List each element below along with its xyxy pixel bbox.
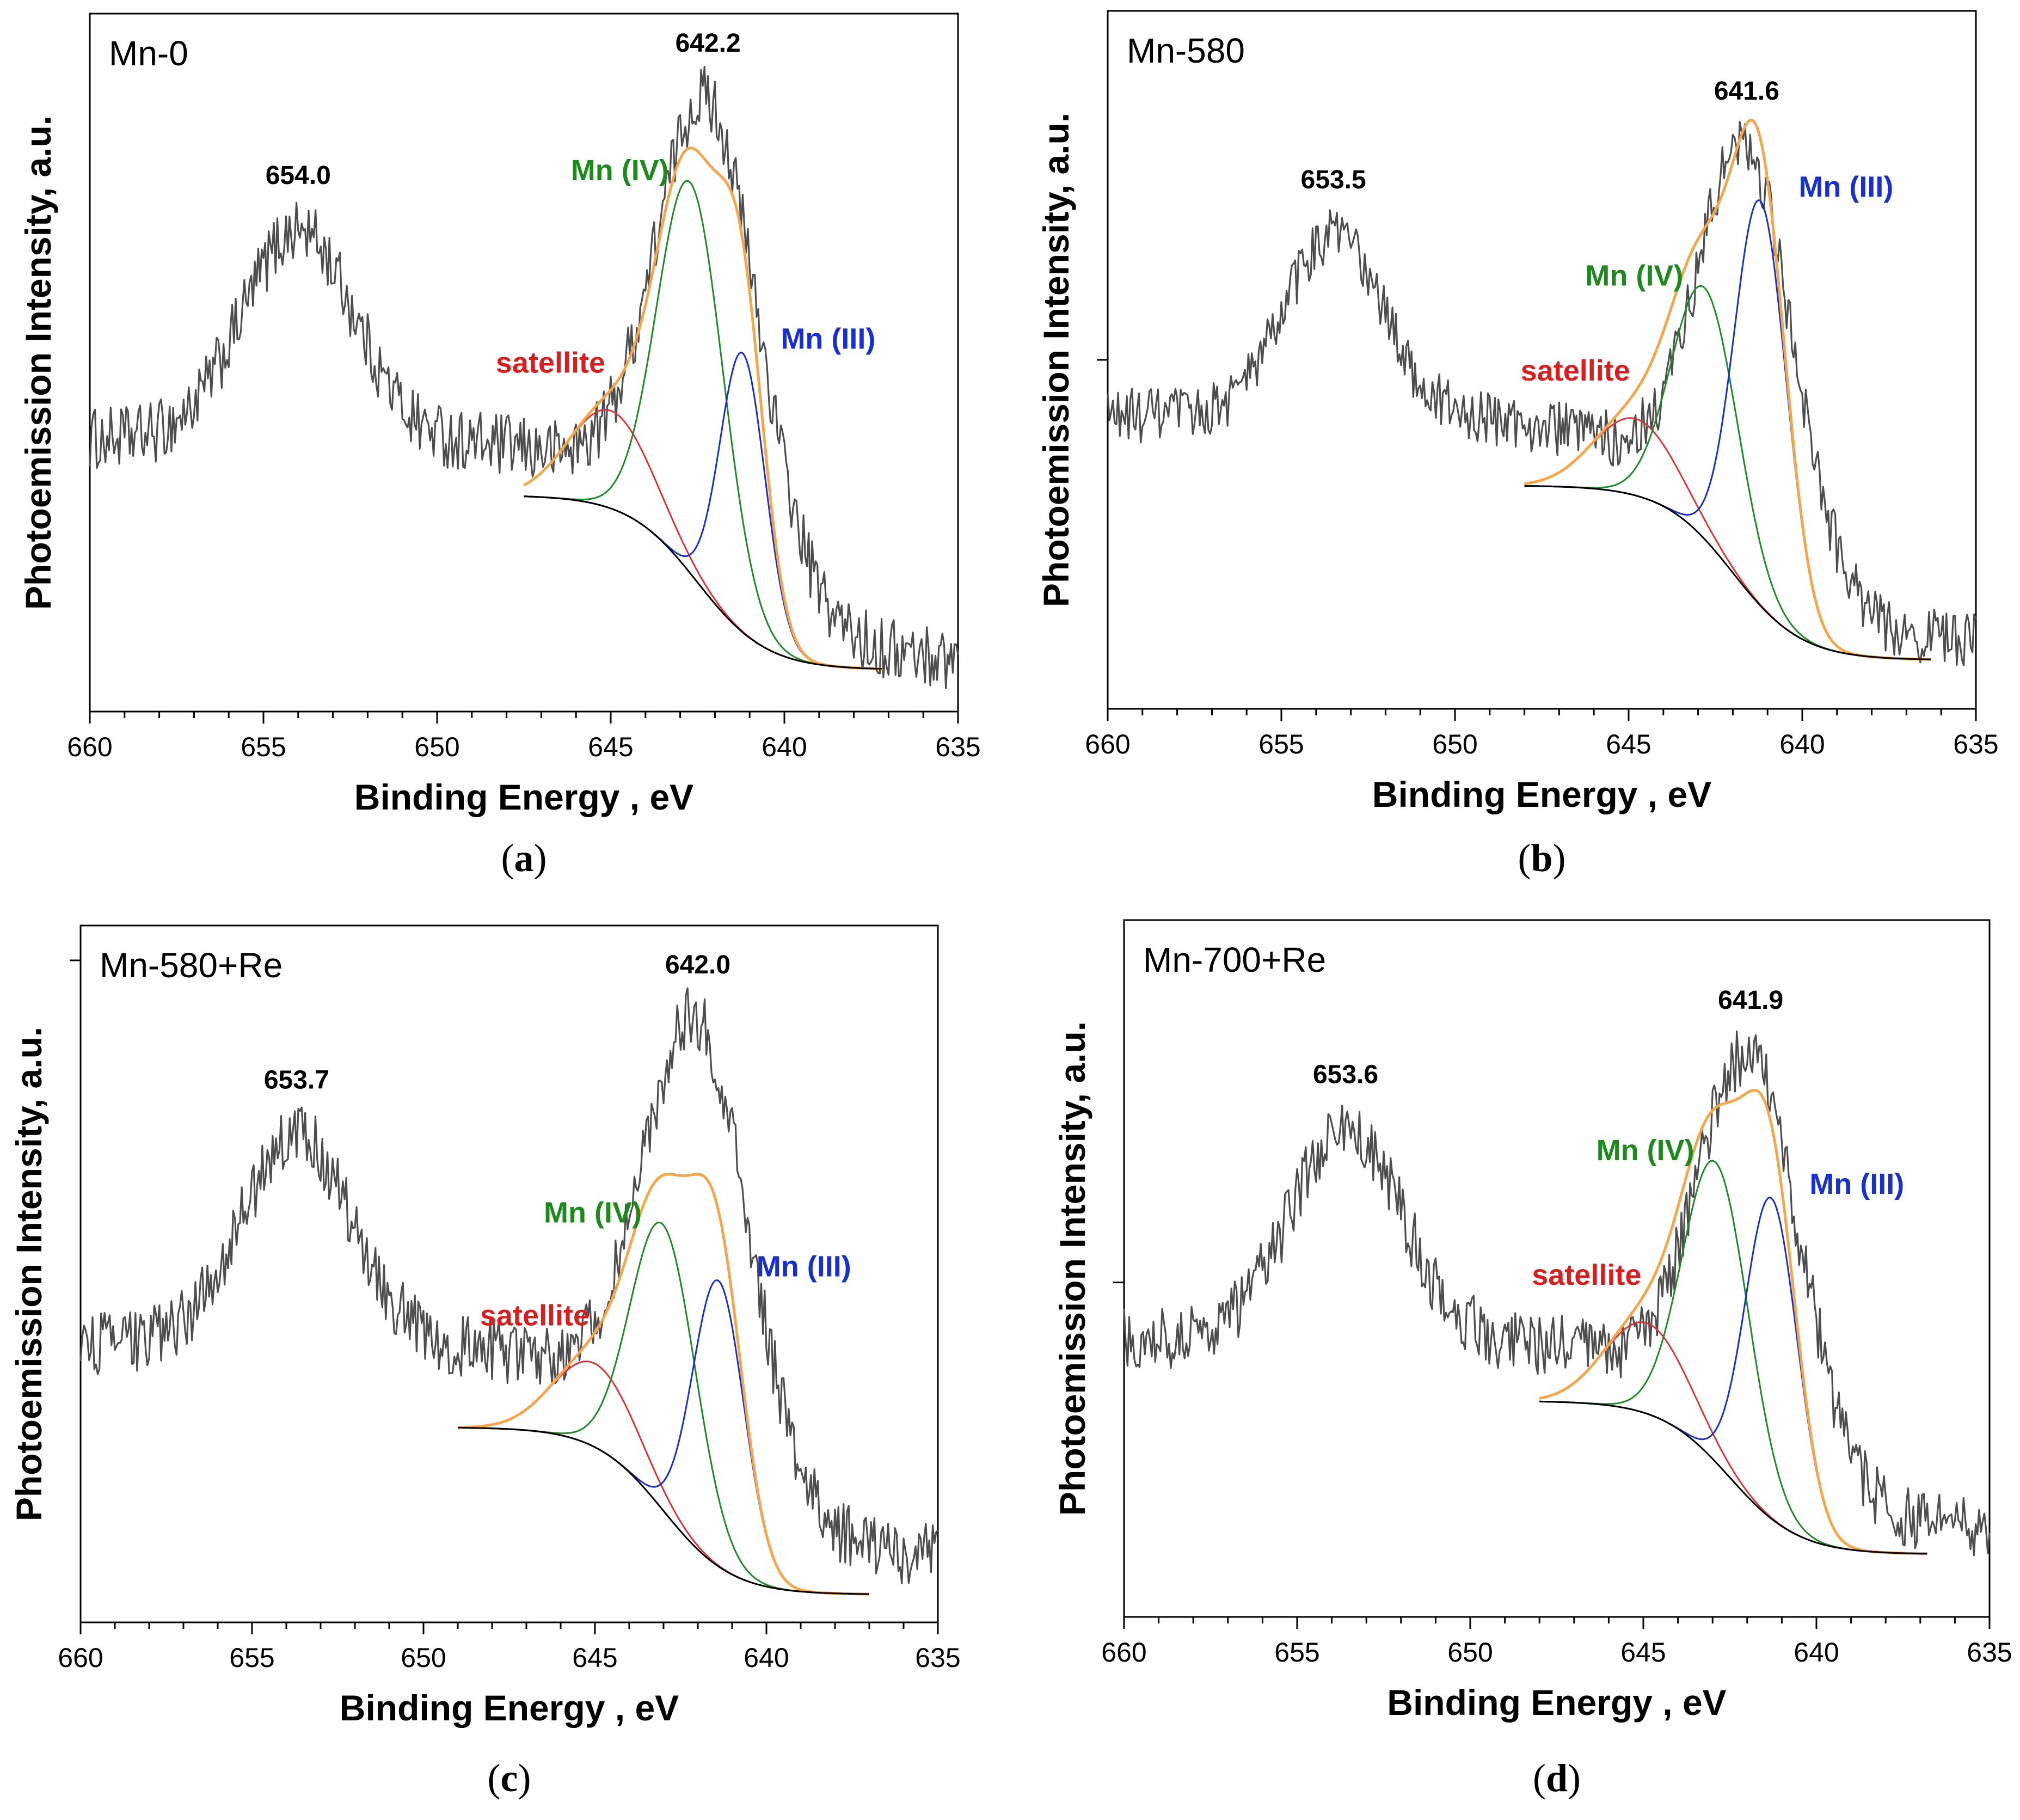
x-tick-label: 640 [1779,729,1825,759]
x-tick-label: 650 [1432,729,1477,759]
mn4-component-label: Mn (IV) [1585,260,1683,292]
background-curve [1539,1400,1927,1555]
mn3-component-label: Mn (III) [781,323,875,356]
fit-envelope-curve [457,1173,869,1596]
panel-caption: (d) [1533,1756,1581,1800]
panel-a: 660 655 650 645 640 635 Binding Energy , eV Pho… [18,13,981,880]
plot-frame [79,924,939,1623]
satellite-component-curve [1524,417,1931,660]
background-curve [1524,485,1931,660]
x-tick-label: 645 [588,732,633,762]
raw-spectrum-line [89,66,959,689]
satellite-component-curve [457,1361,869,1595]
satellite-component-label: satellite [1521,354,1630,387]
mn4-component-label: Mn (IV) [571,154,669,187]
x-tick-label: 655 [229,1643,274,1673]
sample-label: Mn-0 [109,34,188,73]
peak-position-label: 642.2 [676,29,741,58]
x-tick-label: 655 [241,732,286,762]
peak-position-label: 642.0 [665,951,730,979]
raw-spectrum-line [1107,121,1977,666]
panel-b: 660 655 650 645 640 635 Binding Energy , eV Pho… [1036,10,1999,880]
plot-frame [89,13,959,713]
x-tick-label: 655 [1274,1637,1319,1668]
peak-position-label: 653.6 [1313,1061,1378,1089]
x-axis-title: Binding Energy , eV [1387,1682,1726,1723]
x-tick-label: 635 [1967,1637,2012,1668]
x-tick-label: 640 [762,732,807,762]
peak-position-label: 641.9 [1718,986,1783,1015]
background-curve [458,1426,869,1595]
satellite-component-label: satellite [496,346,605,379]
x-tick-label: 660 [58,1643,103,1673]
mn3-component-label: Mn (III) [1809,1168,1904,1200]
x-tick-label: 650 [401,1643,446,1673]
x-axis-title: Binding Energy , eV [1372,774,1711,814]
x-tick-label: 660 [1085,729,1130,759]
satellite-component-label: satellite [1532,1259,1641,1291]
panel-caption: (b) [1518,836,1565,880]
x-axis-title: Binding Energy , eV [354,777,693,817]
x-tick-label: 645 [572,1643,617,1673]
x-tick-label: 635 [915,1643,960,1673]
x-tick-label: 655 [1258,729,1304,759]
mn4-component-curve [524,180,882,670]
x-tick-label: 635 [1953,729,1998,759]
x-tick-label: 640 [1794,1637,1839,1668]
panel-c: 660 655 650 645 640 635 Binding Energy , eV Pho… [9,924,961,1800]
plot-frame [1123,919,1991,1618]
peak-position-label: 641.6 [1714,77,1779,106]
x-tick-label: 660 [1101,1637,1146,1668]
y-axis-title: Photoemission Intensity, a.u. [18,115,58,610]
x-axis-title: Binding Energy , eV [340,1688,679,1728]
panel-d: 660 655 650 645 640 635 Binding Energy , eV Pho… [1052,919,2012,1800]
raw-spectrum-line [1123,1030,1991,1557]
x-tick-label: 645 [1606,729,1651,759]
background-curve [524,495,882,670]
x-tick-label: 660 [67,732,112,762]
y-axis-title: Photoemission Intensity, a.u. [9,1027,49,1521]
mn3-component-label: Mn (III) [757,1250,851,1283]
panel-caption: (a) [501,836,547,880]
x-tick-label: 635 [935,732,980,762]
y-axis-title: Photoemission Intensity, a.u. [1052,1021,1092,1516]
x-tick-label: 650 [414,732,459,762]
mn4-component-label: Mn (IV) [1597,1134,1694,1167]
raw-spectrum-line [79,987,939,1584]
satellite-component-label: satellite [480,1300,590,1332]
sample-label: Mn-580 [1127,31,1245,70]
mn4-component-label: Mn (IV) [544,1196,642,1229]
x-tick-label: 650 [1447,1637,1493,1668]
panel-caption: (c) [488,1756,531,1800]
sample-label: Mn-700+Re [1143,940,1326,979]
mn3-component-label: Mn (III) [1798,170,1893,203]
y-axis-title: Photoemission Intensity, a.u. [1036,113,1076,607]
sample-label: Mn-580+Re [100,946,283,985]
x-tick-label: 640 [744,1643,789,1673]
x-tick-label: 645 [1620,1637,1666,1668]
peak-position-label: 653.5 [1301,166,1366,194]
peak-position-label: 653.7 [264,1066,329,1095]
peak-position-label: 654.0 [266,161,331,190]
